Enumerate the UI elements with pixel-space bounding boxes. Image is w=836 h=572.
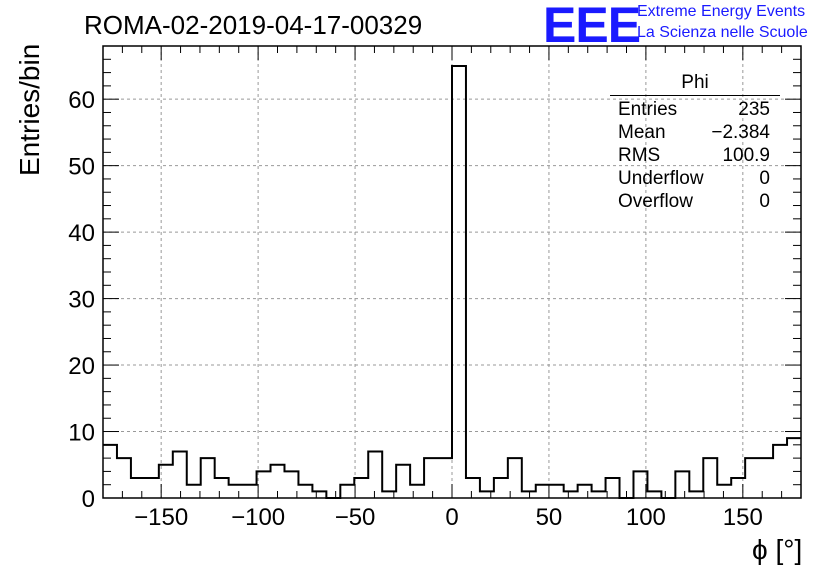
histogram-bar [773,445,787,498]
histogram-bar [215,478,229,498]
eee-logo: EEE [543,0,641,53]
y-axis-label: Entries/bin [14,43,45,176]
x-tick-label: 100 [626,504,666,531]
y-tick-label: 40 [68,220,95,247]
stats-row-rms: RMS 100.9 [610,144,780,167]
brand-line-2: La Scienza nelle Scuole [637,24,808,41]
histogram-bar [187,485,201,498]
stats-label: Mean [618,122,666,143]
stats-value: 0 [759,191,770,212]
histogram-bar [633,471,647,498]
y-tick-label: 30 [68,287,95,314]
stats-row-underflow: Underflow 0 [610,167,780,190]
histogram-bar [117,458,131,498]
stats-label: Underflow [618,168,704,189]
y-tick-label: 60 [68,87,95,114]
x-tick-label: 50 [536,504,563,531]
stats-row-entries: Entries 235 [610,98,780,121]
histogram-bar [452,66,466,498]
histogram-bar [759,458,773,498]
histogram-bar [410,485,424,498]
stats-value: 235 [738,99,770,120]
histogram-bar [550,485,564,498]
histogram-bar [173,451,187,498]
stats-value: 0 [759,168,770,189]
y-tick-label: 50 [68,154,95,181]
stats-title: Phi [610,72,780,96]
x-tick-label: −150 [134,504,188,531]
histogram-bar [578,485,592,498]
histogram-bar [368,451,382,498]
stats-value: 100.9 [722,145,770,166]
x-tick-label: −50 [335,504,376,531]
x-axis-label: ϕ [°] [752,534,803,565]
histogram-bar [424,458,438,498]
histogram-bar [787,438,801,498]
brand-line-1: Extreme Energy Events [637,3,806,20]
x-tick-label: 150 [723,504,763,531]
histogram-bar [284,471,298,498]
histogram-bar [396,465,410,498]
stats-box: Phi Entries 235 Mean −2.384 RMS 100.9 Un… [610,72,780,213]
histogram-bar [494,478,508,498]
stats-row-mean: Mean −2.384 [610,121,780,144]
histogram-bar [229,485,243,498]
run-title: ROMA-02-2019-04-17-00329 [84,10,423,40]
histogram-bar [243,485,257,498]
histogram-bar [745,458,759,498]
histogram-bar [466,478,480,498]
histogram-bar [145,478,159,498]
histogram-outline [103,64,801,499]
stats-label: Overflow [618,191,693,212]
histogram-bar [717,485,731,498]
histogram-bar [675,471,689,498]
y-tick-label: 10 [68,420,95,447]
histogram-bar [703,458,717,498]
stats-value: −2.384 [711,122,770,143]
histogram-bar [354,478,368,498]
plot-frame [102,45,802,499]
y-tick-label: 20 [68,353,95,380]
x-tick-label: −100 [231,504,285,531]
histogram-bar [257,471,271,498]
stats-row-overflow: Overflow 0 [610,190,780,213]
x-tick-label: 0 [445,504,458,531]
histogram-bar [131,478,145,498]
histogram-bar [606,478,620,498]
stats-label: RMS [618,145,661,166]
histogram-bar [298,485,312,498]
y-tick-label: 0 [82,486,95,513]
histogram-bar [340,485,354,498]
histogram-bar [201,458,215,498]
histogram-bar [438,458,452,498]
stats-label: Entries [618,99,678,120]
histogram-bar [536,485,550,498]
